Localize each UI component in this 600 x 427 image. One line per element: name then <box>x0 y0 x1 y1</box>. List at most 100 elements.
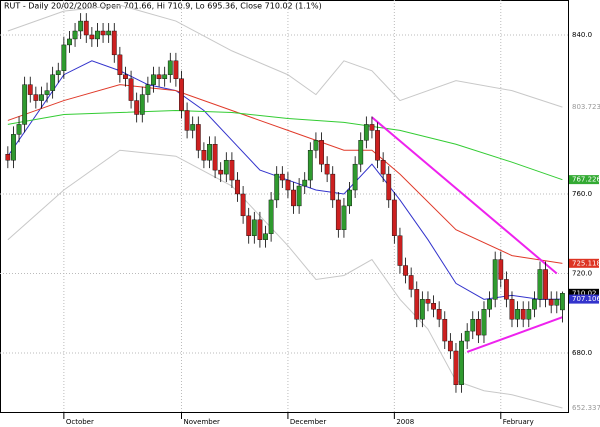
candle-body <box>67 38 72 46</box>
y-tick-label: 680.0 <box>572 349 592 357</box>
candle-body <box>78 20 84 32</box>
candle-body <box>156 74 162 79</box>
candle-body <box>100 30 106 36</box>
candle-body <box>218 169 224 175</box>
candle-body <box>106 30 112 36</box>
plot-frame <box>0 0 569 413</box>
candle-body <box>22 84 28 125</box>
candle-body <box>447 340 453 352</box>
candle-body <box>347 189 352 207</box>
indicator-line <box>7 60 563 300</box>
candle-body <box>369 124 375 131</box>
candle-body <box>436 309 442 320</box>
candle-body <box>509 299 515 320</box>
indicator-line <box>7 4 563 108</box>
value-badge-label: 767.226 <box>572 176 600 184</box>
candle-body <box>397 235 403 266</box>
candle-body <box>386 173 392 201</box>
candle-body <box>117 54 123 75</box>
indicator-line <box>7 149 563 409</box>
candle-body <box>27 84 33 95</box>
value-badge <box>569 102 599 112</box>
indicator-line <box>466 316 563 353</box>
candle-body <box>375 130 380 161</box>
y-tick-label: 760.0 <box>572 190 592 198</box>
candle-body <box>526 309 532 320</box>
candle-body <box>543 269 548 300</box>
y-tick-label: 720.0 <box>572 269 592 277</box>
x-tick-label: November <box>183 418 220 426</box>
candle-body <box>453 350 459 385</box>
candle-body <box>492 259 498 300</box>
value-badge-label: 707.106 <box>572 295 600 303</box>
candle-body <box>134 100 140 115</box>
chart-title: RUT - Daily 20/02/2008 Open 701.66, Hi 7… <box>4 2 322 11</box>
candle-body <box>89 34 95 40</box>
candle-body <box>72 30 78 40</box>
candle-body <box>39 94 44 101</box>
candle-body <box>123 74 128 79</box>
candle-body <box>55 70 61 75</box>
candle-body <box>11 134 16 161</box>
candle-body <box>223 159 229 175</box>
value-badge-label: 710.02 <box>572 289 597 297</box>
candle-body <box>179 78 184 111</box>
candle-body <box>139 94 145 115</box>
candle-body <box>257 219 263 240</box>
y-tick-label: 840.0 <box>572 31 592 39</box>
indicator-line <box>371 116 558 275</box>
candle-body <box>487 299 492 310</box>
candle-body <box>128 78 134 101</box>
candle-body <box>268 199 274 234</box>
value-badge <box>569 403 599 413</box>
candle-body <box>464 330 470 342</box>
candle-body <box>195 124 201 151</box>
candle-body <box>419 299 425 320</box>
candle-body <box>173 60 179 79</box>
candle-body <box>403 265 408 276</box>
candle-body <box>313 140 319 151</box>
candle-body <box>515 309 520 320</box>
candle-body <box>391 199 397 236</box>
candle-body <box>442 318 448 342</box>
candle-body <box>341 205 347 230</box>
candle-body <box>240 193 246 217</box>
candle-body <box>363 124 369 141</box>
value-badge-label: 725.118 <box>572 259 600 267</box>
candle-body <box>5 154 11 161</box>
x-tick-label: 2008 <box>396 418 414 426</box>
candle-body <box>459 340 464 385</box>
value-badge <box>569 294 599 304</box>
candle-body <box>184 110 190 131</box>
candle-body <box>251 219 257 236</box>
candle-body <box>531 299 537 310</box>
candle-body <box>330 173 336 201</box>
candle-body <box>50 74 56 91</box>
candle-body <box>33 94 39 101</box>
x-tick-label: October <box>66 418 94 426</box>
candle-body <box>319 140 324 165</box>
value-badge <box>569 258 599 268</box>
value-badge-label: 803.723 <box>572 103 600 111</box>
candle-body <box>235 179 240 195</box>
candle-body <box>44 90 50 95</box>
candle-body <box>190 124 196 131</box>
value-badge <box>569 288 599 298</box>
candle-body <box>167 60 173 75</box>
candle-body <box>285 179 291 191</box>
candle-body <box>263 233 268 240</box>
candle-body <box>324 163 330 175</box>
candle-body <box>302 179 308 187</box>
candle-body <box>274 173 280 201</box>
candle-body <box>481 309 487 336</box>
candle-body <box>83 20 89 36</box>
candle-body <box>279 173 285 181</box>
candle-body <box>207 144 212 161</box>
x-tick-label: February <box>503 418 534 426</box>
candle-body <box>201 150 207 161</box>
x-tick-label: December <box>290 418 326 426</box>
indicator-line <box>7 110 563 181</box>
value-badge <box>569 175 599 185</box>
candle-body <box>151 74 156 85</box>
